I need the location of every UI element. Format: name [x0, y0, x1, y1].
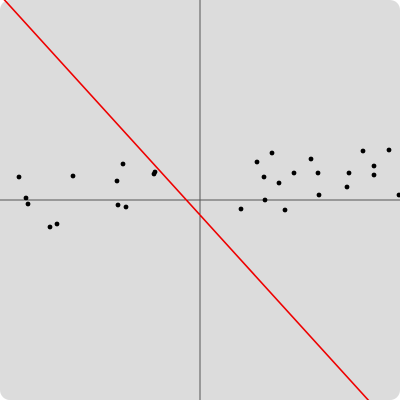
data-point — [238, 206, 244, 212]
data-point — [262, 197, 268, 203]
data-point — [344, 184, 350, 190]
data-point — [316, 192, 322, 198]
data-point — [291, 170, 297, 176]
data-point — [120, 161, 126, 167]
data-point — [360, 148, 366, 154]
data-point — [269, 150, 275, 156]
data-point — [396, 192, 400, 198]
data-point — [371, 172, 377, 178]
data-point — [115, 202, 121, 208]
data-point — [25, 201, 31, 207]
data-point — [16, 174, 22, 180]
data-point — [54, 221, 60, 227]
data-point — [276, 180, 282, 186]
data-point — [70, 173, 76, 179]
data-point — [123, 204, 129, 210]
data-point — [315, 170, 321, 176]
data-point — [23, 195, 29, 201]
data-point — [254, 159, 260, 165]
data-point — [47, 224, 53, 230]
data-point — [114, 178, 120, 184]
data-point — [152, 169, 158, 175]
data-point — [371, 163, 377, 169]
data-point — [386, 147, 392, 153]
data-point — [346, 170, 352, 176]
data-points — [16, 147, 400, 230]
data-point — [261, 174, 267, 180]
data-point — [282, 207, 288, 213]
data-point — [308, 156, 314, 162]
